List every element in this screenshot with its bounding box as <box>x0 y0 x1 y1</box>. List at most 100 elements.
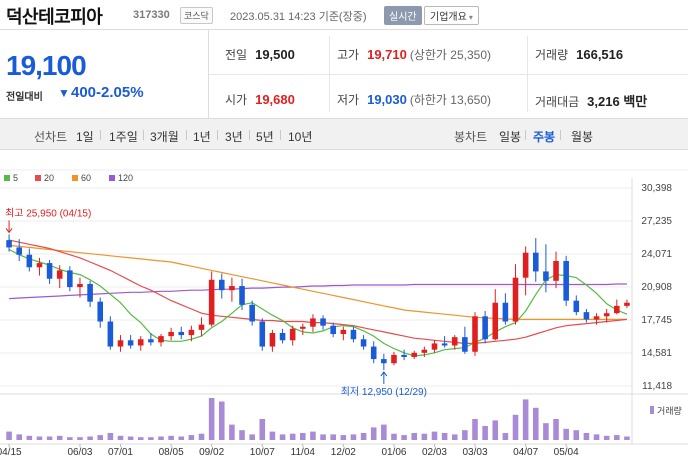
candle-body <box>137 339 144 346</box>
candle-body <box>218 279 225 291</box>
volume-bar <box>512 414 519 440</box>
candle-body <box>482 316 488 340</box>
tab-range-1w[interactable]: 1주일 <box>109 130 138 144</box>
volume-bar <box>249 434 255 440</box>
candle-body <box>553 261 559 281</box>
volume-bar <box>492 420 499 440</box>
high-label: 고가 <box>337 48 360 62</box>
candle-body <box>229 286 235 291</box>
candle-body <box>36 263 43 268</box>
tab-range-10y[interactable]: 10년 <box>288 130 313 144</box>
tab-period-week[interactable]: 주봉 <box>533 130 556 144</box>
candle-body <box>158 336 164 343</box>
stock-header: 덕산테코피아 317330 코스닥 2023.05.31 14:23 기준(장중… <box>0 0 688 30</box>
tab-range-5y[interactable]: 5년 <box>256 130 274 144</box>
market-badge: 코스닥 <box>180 7 213 24</box>
volume-bar <box>198 433 205 440</box>
y-axis: 30,398 27,235 24,071 20,908 17,745 14,581 11,4… <box>641 183 672 392</box>
timestamp: 2023.05.31 14:23 기준(장중) <box>230 11 367 23</box>
candle-body <box>350 329 357 340</box>
volume-bar <box>593 434 600 440</box>
candle-body <box>472 316 478 352</box>
x-tick-label: 05/04 <box>554 447 579 457</box>
volume-bar <box>178 436 185 440</box>
candle-body <box>188 329 195 336</box>
tab-separator <box>525 130 526 140</box>
volume-bar <box>6 431 12 440</box>
candle-body <box>603 313 610 317</box>
volume-bar <box>148 437 154 440</box>
volume-legend-label: 거래량 <box>657 405 682 416</box>
candle-body <box>431 343 438 350</box>
volume-bar <box>614 435 620 440</box>
tab-candle-chart[interactable]: 봉차트 <box>454 130 488 144</box>
candle-body <box>97 301 104 322</box>
tab-line-chart[interactable]: 선차트 <box>34 130 68 144</box>
candle-body <box>259 321 266 347</box>
change-amount: 400 <box>71 84 97 101</box>
tab-range-3m[interactable]: 3개월 <box>150 130 179 144</box>
ma60-line <box>9 244 627 320</box>
chart-legend: 5 20 60 120 <box>4 173 133 183</box>
change-percent: -2.05% <box>96 84 144 101</box>
candle-body <box>360 339 367 347</box>
volume-bar <box>56 435 63 440</box>
low-label: 저가 <box>337 93 360 107</box>
legend-label: 5 <box>13 173 18 183</box>
change-percent-value: -2.05% <box>96 84 144 101</box>
volume-bar <box>431 431 438 440</box>
tab-separator <box>100 130 101 140</box>
trade-amount: 거래대금 3,216 백만 <box>535 91 647 110</box>
tab-period-month[interactable]: 월봉 <box>571 130 594 144</box>
volume-bar <box>269 431 276 440</box>
tab-range-1y[interactable]: 1년 <box>193 130 211 144</box>
tab-range-1d[interactable]: 1일 <box>76 130 94 144</box>
chevron-down-icon: ▾ <box>468 13 473 22</box>
candle-body <box>198 324 205 330</box>
volume-bar <box>16 434 22 440</box>
current-price: 19,100 <box>6 50 87 81</box>
candle-body <box>502 302 509 322</box>
stock-code: 317330 <box>133 9 170 21</box>
tab-range-3y[interactable]: 3년 <box>225 130 243 144</box>
legend-swatch <box>35 175 41 181</box>
company-info-label: 기업개요 <box>430 12 467 23</box>
volume-bar <box>381 424 387 440</box>
company-info-dropdown[interactable]: 기업개요 ▾ <box>424 6 479 25</box>
volume-bar <box>107 433 114 440</box>
candle-body <box>512 277 519 322</box>
volume: 거래량 166,516 <box>535 46 623 63</box>
candle-body <box>370 346 377 360</box>
y-tick-label: 14,581 <box>641 348 672 359</box>
open-label: 시가 <box>225 93 248 107</box>
live-button[interactable]: 실시간 <box>384 6 422 25</box>
candle-body <box>583 312 590 320</box>
tab-period-day[interactable]: 일봉 <box>499 130 522 144</box>
tab-separator <box>186 130 187 140</box>
candle-body <box>26 254 33 268</box>
stats-separator <box>329 36 330 112</box>
candle-body <box>462 337 468 352</box>
candle-body <box>208 279 215 325</box>
volume-bar <box>543 423 549 440</box>
volume-bar <box>482 426 488 440</box>
volume-bar <box>451 434 458 440</box>
candle-body <box>593 316 600 320</box>
volume-bar <box>87 436 93 440</box>
x-tick-label: 01/06 <box>381 447 406 457</box>
prev-close-label: 전일 <box>225 48 248 62</box>
volume-bar <box>67 437 73 440</box>
low-arrow-head <box>380 371 388 377</box>
chart-grid <box>0 169 688 445</box>
legend-swatch <box>4 175 10 181</box>
candle-body <box>441 343 448 346</box>
volume-bar <box>563 428 569 440</box>
low-value: 19,030 <box>367 92 407 107</box>
x-tick-label: 09/02 <box>199 447 224 457</box>
volume-bar <box>46 436 53 440</box>
x-tick-label: 07/01 <box>108 447 133 457</box>
x-tick-label: 04/07 <box>513 447 538 457</box>
candle-body <box>67 270 73 288</box>
volume-bar <box>229 424 235 440</box>
volume-bar <box>310 431 316 440</box>
